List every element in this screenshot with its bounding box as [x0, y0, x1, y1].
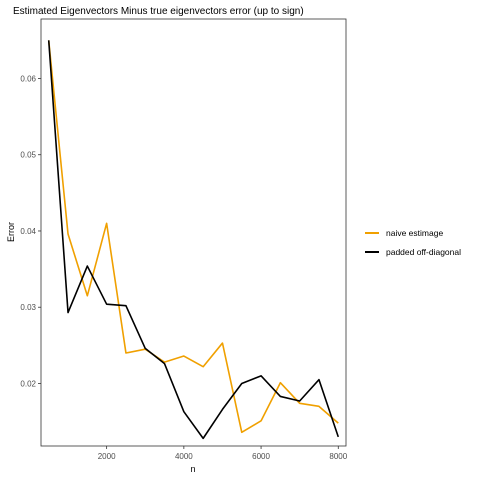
legend: naive estimage padded off-diagonal — [365, 228, 461, 257]
y-axis: 0.02 0.03 0.04 0.05 0.06 — [20, 74, 41, 388]
chart-title: Estimated Eigenvectors Minus true eigenv… — [13, 6, 304, 17]
y-axis-label: Error — [6, 222, 16, 242]
y-tick-label: 0.02 — [20, 379, 36, 388]
x-tick-label: 4000 — [175, 452, 193, 461]
y-tick-label: 0.04 — [20, 227, 36, 236]
x-axis-label: n — [190, 464, 195, 474]
x-tick-label: 8000 — [329, 452, 347, 461]
plot-panel — [40, 18, 347, 447]
y-tick-label: 0.05 — [20, 151, 36, 160]
series-line-naive-estimage — [47, 40, 339, 434]
series-layer — [47, 40, 340, 440]
x-tick-label: 6000 — [252, 452, 270, 461]
y-tick-label: 0.06 — [20, 74, 36, 83]
x-tick-label: 2000 — [98, 452, 116, 461]
series-line-padded-off-diagonal — [47, 40, 340, 440]
legend-label-naive-estimage: naive estimage — [386, 228, 443, 238]
legend-label-padded-off-diagonal: padded off-diagonal — [386, 247, 461, 257]
y-tick-label: 0.03 — [20, 303, 36, 312]
x-axis: 2000 4000 6000 8000 — [98, 446, 348, 461]
